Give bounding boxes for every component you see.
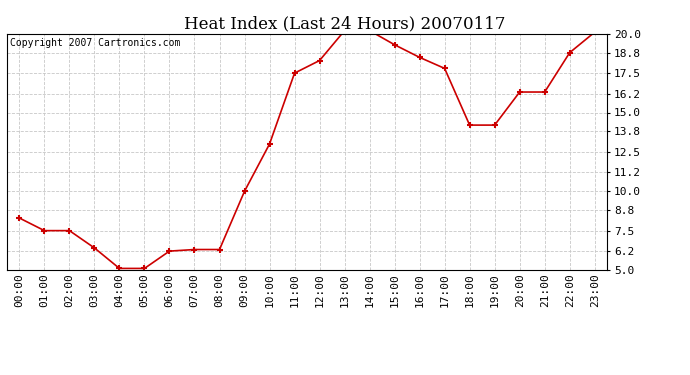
Text: Copyright 2007 Cartronics.com: Copyright 2007 Cartronics.com [10, 39, 180, 48]
Text: Heat Index (Last 24 Hours) 20070117: Heat Index (Last 24 Hours) 20070117 [184, 15, 506, 32]
